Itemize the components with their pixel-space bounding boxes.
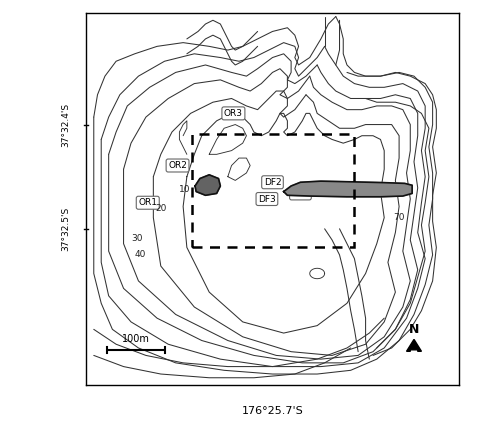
- Text: 40: 40: [134, 250, 146, 259]
- Polygon shape: [195, 175, 220, 195]
- FancyArrow shape: [406, 339, 422, 351]
- Text: DF3: DF3: [258, 194, 276, 204]
- Text: DF2: DF2: [264, 178, 281, 187]
- Text: 37°32.4'S: 37°32.4'S: [62, 102, 70, 147]
- Text: 176°25.7'S: 176°25.7'S: [242, 406, 304, 416]
- Text: 5: 5: [206, 183, 212, 192]
- Bar: [192, 134, 354, 247]
- Text: 10: 10: [179, 185, 190, 194]
- Text: DF1: DF1: [292, 189, 310, 198]
- Text: 37°32.5'S: 37°32.5'S: [62, 207, 70, 251]
- Text: 20: 20: [155, 204, 166, 213]
- Text: N: N: [409, 323, 419, 336]
- Polygon shape: [284, 181, 412, 197]
- Text: OR1: OR1: [138, 198, 158, 207]
- Text: OR3: OR3: [224, 109, 243, 118]
- Text: 100m: 100m: [122, 334, 150, 344]
- Text: 70: 70: [394, 213, 405, 222]
- Text: OR2: OR2: [168, 161, 187, 170]
- Text: 30: 30: [131, 234, 142, 243]
